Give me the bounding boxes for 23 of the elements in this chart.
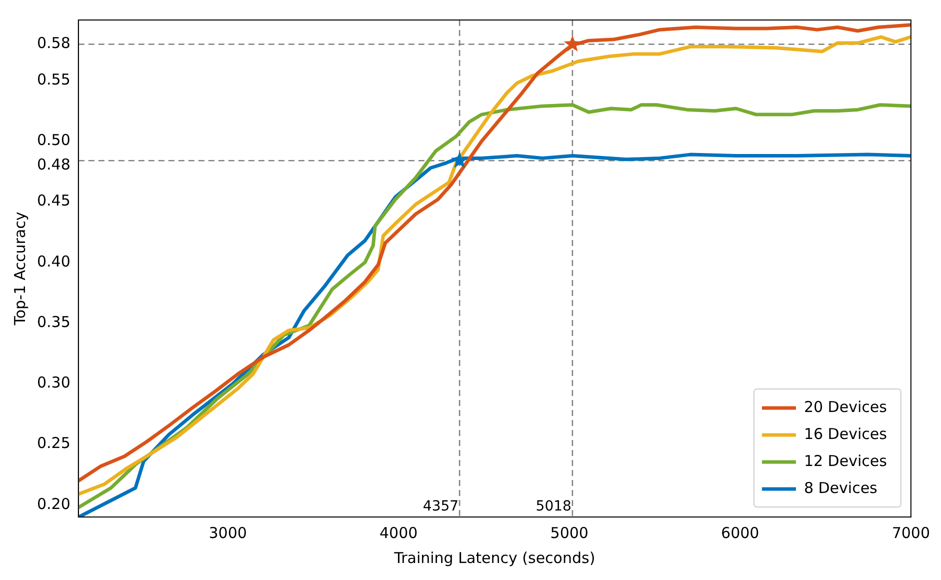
y-tick-label: 0.20 <box>36 494 70 513</box>
legend-label: 8 Devices <box>804 478 878 497</box>
y-tick-label: 0.35 <box>36 312 70 331</box>
y-tick-label: 0.55 <box>36 70 70 88</box>
x-tick-label: 7000 <box>892 524 930 542</box>
y-tick-label: 0.58 <box>36 34 70 52</box>
y-tick-label: 0.48 <box>36 155 70 174</box>
x-axis-title: Training Latency (seconds) <box>393 548 596 567</box>
legend-label: 12 Devices <box>804 452 888 470</box>
legend-label: 20 Devices <box>804 398 888 416</box>
x-tick-label: 3000 <box>208 524 247 542</box>
ref-line-label: 4357 <box>422 498 459 515</box>
y-tick-label: 0.40 <box>36 252 70 270</box>
y-axis-title: Top-1 Accuracy <box>10 212 29 326</box>
y-tick-label: 0.45 <box>36 192 70 210</box>
y-tick-label: 0.25 <box>36 434 70 452</box>
x-tick-label: 6000 <box>721 524 760 542</box>
y-tick-label: 0.30 <box>36 374 70 392</box>
ref-line-label: 5018 <box>536 498 572 515</box>
legend-label: 16 Devices <box>804 424 888 443</box>
x-tick-label: 4000 <box>380 524 418 542</box>
x-tick-label: 5000 <box>550 524 588 542</box>
y-tick-label: 0.50 <box>36 131 70 150</box>
